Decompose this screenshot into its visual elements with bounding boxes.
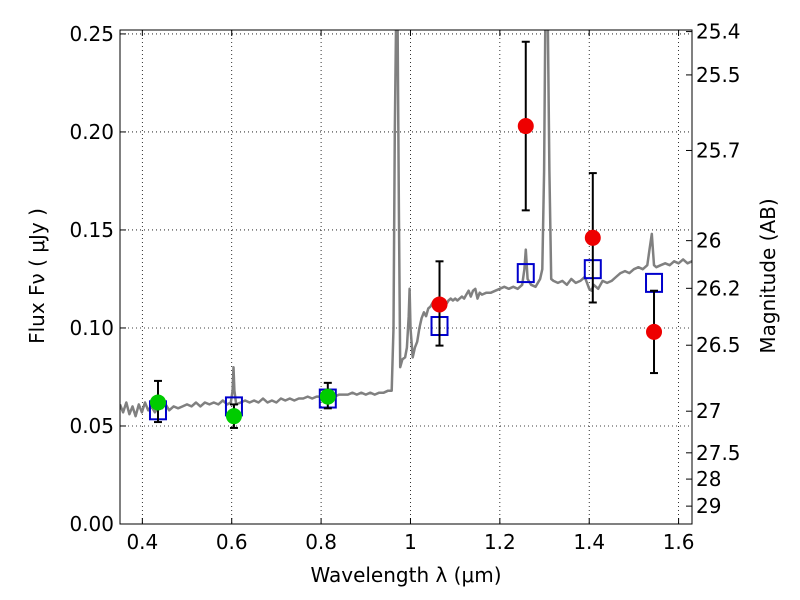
y-tick-label: 0.20 (69, 120, 114, 144)
y-tick-label: 0.10 (69, 316, 114, 340)
axes-frame (119, 29, 693, 525)
x-tick-label: 0.6 (216, 530, 248, 554)
observed-point (584, 229, 601, 246)
model-square (516, 263, 535, 284)
x-tick-label: 1.2 (484, 530, 516, 554)
mag-tick-label: 27 (696, 399, 721, 423)
x-tick-label: 0.8 (305, 530, 337, 554)
mag-tick-label: 26.5 (696, 333, 741, 357)
magnitude-axis-label: Magnitude (AB) (756, 198, 780, 353)
x-tick-label: 0.4 (126, 530, 158, 554)
mag-tick-label: 28 (696, 467, 721, 491)
ticks: 0.4 0.6 0.8 1 1.2 1.4 1.6 0.00 0.05 0.10 0.15 0.20 0… (69, 20, 740, 554)
y-axis-label: Flux Fν ( μJy ) (25, 208, 49, 344)
mag-tick-label: 29 (696, 494, 721, 518)
grid (120, 30, 692, 525)
mag-tick-label: 25.7 (696, 138, 741, 162)
y-tick-label: 0.25 (69, 22, 114, 46)
mag-tick-label: 26 (696, 229, 721, 253)
y-tick-label: 0.05 (69, 414, 114, 438)
spectrum-line (120, 30, 692, 418)
x-tick-label: 1.4 (573, 530, 605, 554)
observed-point (517, 118, 534, 135)
model-square (645, 272, 664, 293)
mag-tick-label: 25.4 (696, 20, 741, 44)
mag-tick-label: 26.2 (696, 276, 741, 300)
mag-tick-label: 25.5 (696, 63, 741, 87)
observed-point (149, 394, 166, 411)
observed-point (431, 296, 448, 313)
x-axis-label: Wavelength λ (μm) (310, 563, 501, 587)
y-tick-label: 0.00 (69, 512, 114, 536)
observed-point (646, 323, 663, 340)
plot-area (120, 30, 692, 429)
mag-tick-label: 27.5 (696, 441, 741, 465)
x-tick-label: 1.6 (663, 530, 695, 554)
y-tick-label: 0.15 (69, 218, 114, 242)
observed-point (225, 408, 242, 425)
observed-point (319, 388, 336, 405)
x-tick-label: 1 (404, 530, 417, 554)
